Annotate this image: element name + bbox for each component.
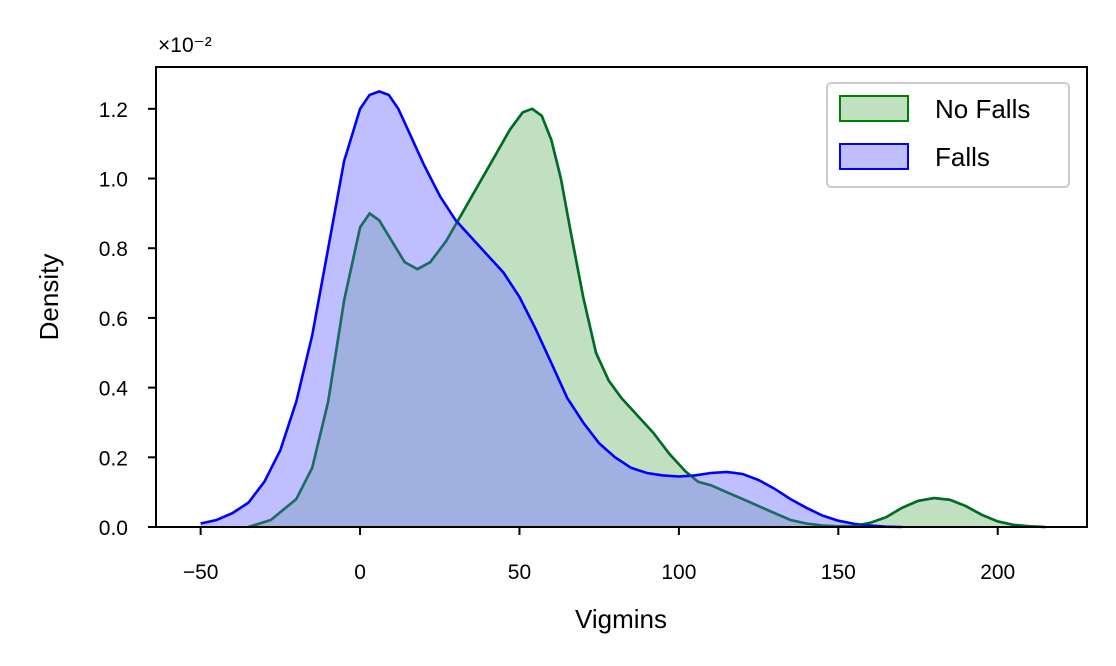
legend-swatch-falls xyxy=(839,143,909,170)
x-tick-label: 200 xyxy=(980,561,1015,584)
legend: No Falls Falls xyxy=(826,82,1070,188)
y-axis-ticks: 0.0 0.2 0.4 0.6 0.8 1.0 1.2 xyxy=(99,99,156,540)
y-tick-label: 0.2 xyxy=(99,447,128,470)
line-falls xyxy=(200,90,903,529)
y-tick-label: 0.8 xyxy=(99,238,128,261)
x-tick-label: −50 xyxy=(183,561,219,584)
legend-swatch-no-falls xyxy=(839,95,909,122)
y-axis-label: Density xyxy=(34,254,64,341)
legend-label-falls: Falls xyxy=(935,142,990,172)
y-tick-label: 1.0 xyxy=(99,169,128,192)
x-axis-label: Vigmins xyxy=(575,604,667,634)
area-falls xyxy=(200,91,903,528)
y-offset-label: ×10⁻² xyxy=(158,34,212,57)
axes-frame xyxy=(155,66,1088,528)
y-tick-label: 0.6 xyxy=(99,308,128,331)
y-tick-label: 1.2 xyxy=(99,99,128,122)
x-tick-label: 50 xyxy=(508,561,531,584)
y-tick-label: 0.4 xyxy=(99,378,129,401)
y-tick-label: 0.0 xyxy=(99,517,128,540)
x-tick-label: 100 xyxy=(661,561,696,584)
line-no-falls-overlap xyxy=(248,107,1046,529)
x-tick-label: 0 xyxy=(354,561,366,584)
legend-label-no-falls: No Falls xyxy=(935,94,1030,124)
x-axis-ticks: −50 0 50 100 150 200 xyxy=(183,527,1015,584)
x-tick-label: 150 xyxy=(821,561,856,584)
series-layer xyxy=(200,90,1046,529)
